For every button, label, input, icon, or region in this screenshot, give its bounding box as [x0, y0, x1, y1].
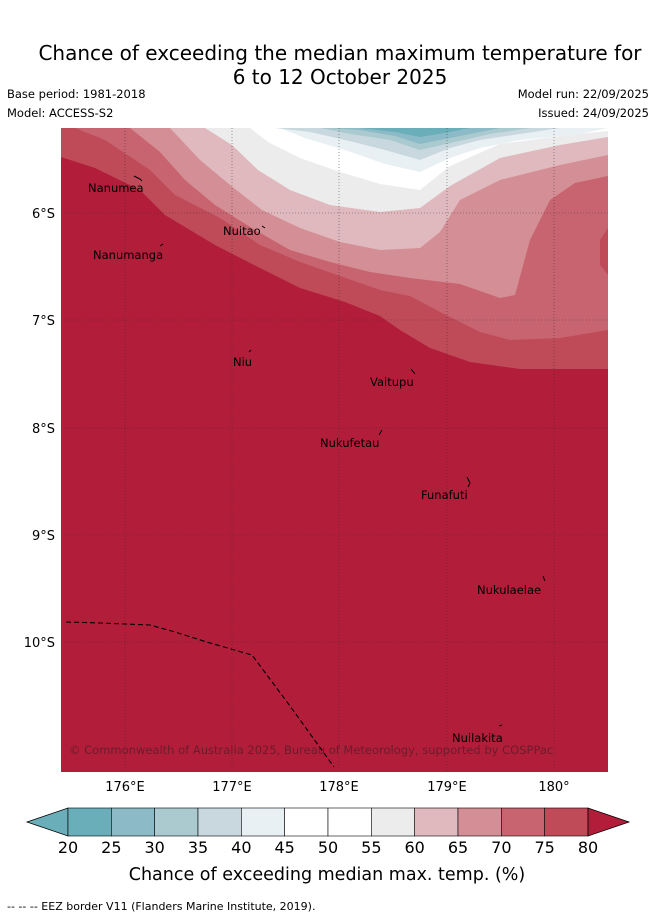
lon-label: 177°E — [212, 780, 252, 795]
lat-label: 7°S — [32, 314, 55, 329]
colorbar-extend-high — [587, 807, 631, 837]
colorbar-tick-label: 30 — [144, 838, 164, 857]
colorbar-bin — [284, 807, 329, 837]
model-name: Model: ACCESS-S2 — [7, 106, 114, 120]
place-label: Nanumanga — [93, 248, 163, 262]
lat-label: 8°S — [32, 422, 55, 437]
colorbar-tick-label: 70 — [491, 838, 511, 857]
colorbar-label: Chance of exceeding median max. temp. (%… — [129, 865, 526, 885]
colorbar-tick-label: 50 — [318, 838, 338, 857]
place-label: Nukulaelae — [477, 583, 541, 597]
lat-label: 10°S — [24, 636, 55, 651]
island-nanumea — [133, 175, 143, 182]
colorbar-tick-label: 40 — [231, 838, 251, 857]
base-period: Base period: 1981-2018 — [7, 87, 146, 101]
lon-label: 180° — [538, 780, 569, 795]
colorbar-bin — [501, 807, 545, 837]
place-label: Nukufetau — [320, 436, 379, 450]
lat-label: 9°S — [32, 529, 55, 544]
probability-contours — [61, 128, 608, 772]
lon-label: 178°E — [319, 780, 359, 795]
colorbar-tick-label: 25 — [101, 838, 121, 857]
lat-label: 6°S — [32, 207, 55, 222]
copyright-notice: © Commonwealth of Australia 2025, Bureau… — [69, 743, 553, 757]
place-label: Vaitupu — [370, 375, 414, 389]
colorbar-extend-low — [25, 807, 69, 837]
lon-label: 179°E — [427, 780, 467, 795]
legend-eez-note: -- -- -- EEZ border V11 (Flanders Marine… — [7, 900, 316, 913]
colorbar-tick-label: 60 — [404, 838, 424, 857]
chart-title-line1: Chance of exceeding the median maximum t… — [38, 41, 642, 65]
island-nanumanga — [159, 243, 164, 247]
island-funafuti — [466, 476, 471, 488]
colorbar-bin — [67, 807, 112, 837]
place-label: Niu — [233, 355, 252, 369]
lon-label: 176°E — [105, 780, 145, 795]
colorbar-tick-label: 55 — [361, 838, 381, 857]
chart-title-line2: 6 to 12 October 2025 — [232, 65, 448, 89]
place-label: Nuitao — [223, 224, 261, 238]
colorbar-tick-label: 65 — [448, 838, 468, 857]
colorbar-tick-label: 35 — [188, 838, 208, 857]
colorbar-bin — [111, 807, 155, 837]
colorbar-bin — [327, 807, 372, 837]
place-label: Nanumea — [88, 181, 144, 195]
colorbar — [25, 807, 631, 837]
colorbar-bin — [154, 807, 199, 837]
colorbar-tick-label: 45 — [274, 838, 294, 857]
island-nuilakita — [498, 724, 503, 727]
place-label: Nuilakita — [452, 731, 503, 745]
colorbar-bin — [197, 807, 242, 837]
graticule — [61, 128, 608, 772]
issued-date: Issued: 24/09/2025 — [538, 106, 649, 120]
colorbar-bin — [457, 807, 502, 837]
colorbar-tick-label: 20 — [58, 838, 78, 857]
island-vaitupu — [410, 368, 416, 375]
island-niu — [248, 349, 252, 353]
colorbar-bin — [241, 807, 285, 837]
island-nuitao — [261, 225, 266, 229]
model-run: Model run: 22/09/2025 — [517, 87, 649, 101]
island-nukulaelae — [542, 575, 546, 582]
colorbar-tick-label: 75 — [534, 838, 554, 857]
colorbar-tick-label: 80 — [578, 838, 598, 857]
place-label: Funafuti — [421, 488, 468, 502]
colorbar-bin — [371, 807, 415, 837]
colorbar-bin — [544, 807, 589, 837]
island-nukufetau — [378, 429, 383, 436]
eez-border — [65, 621, 335, 768]
colorbar-bin — [414, 807, 459, 837]
island-markers — [133, 175, 546, 727]
